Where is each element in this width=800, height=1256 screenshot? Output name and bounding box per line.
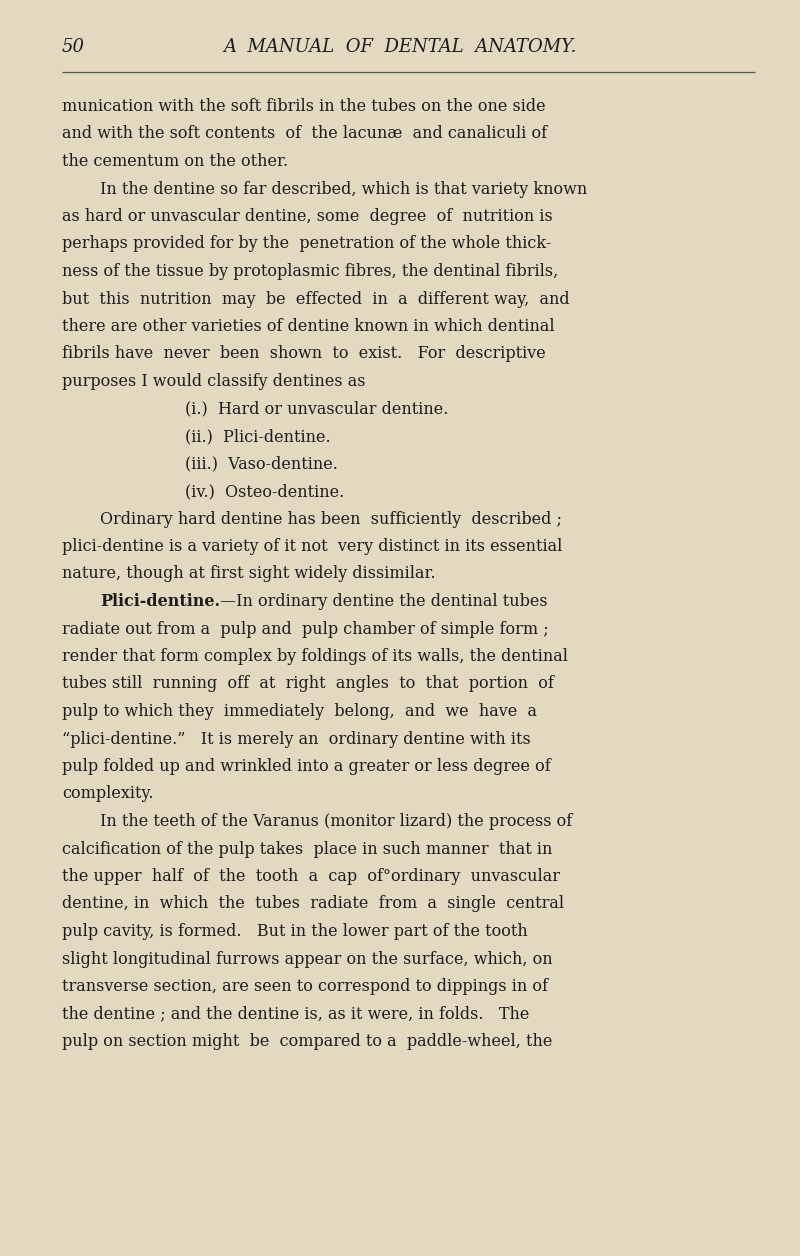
Text: but  this  nutrition  may  be  effected  in  a  different way,  and: but this nutrition may be effected in a … xyxy=(62,290,570,308)
Text: 50: 50 xyxy=(62,38,85,57)
Text: pulp cavity, is formed.   But in the lower part of the tooth: pulp cavity, is formed. But in the lower… xyxy=(62,923,528,939)
Text: A  MANUAL  OF  DENTAL  ANATOMY.: A MANUAL OF DENTAL ANATOMY. xyxy=(223,38,577,57)
Text: (iv.)  Osteo-dentine.: (iv.) Osteo-dentine. xyxy=(185,484,344,500)
Text: complexity.: complexity. xyxy=(62,785,154,803)
Text: perhaps provided for by the  penetration of the whole thick-: perhaps provided for by the penetration … xyxy=(62,236,551,252)
Text: there are other varieties of dentine known in which dentinal: there are other varieties of dentine kno… xyxy=(62,318,554,335)
Text: munication with the soft fibrils in the tubes on the one side: munication with the soft fibrils in the … xyxy=(62,98,546,116)
Text: pulp folded up and wrinkled into a greater or less degree of: pulp folded up and wrinkled into a great… xyxy=(62,759,550,775)
Text: pulp on section might  be  compared to a  paddle-wheel, the: pulp on section might be compared to a p… xyxy=(62,1032,552,1050)
Text: fibrils have  never  been  shown  to  exist.   For  descriptive: fibrils have never been shown to exist. … xyxy=(62,345,546,363)
Text: pulp to which they  immediately  belong,  and  we  have  a: pulp to which they immediately belong, a… xyxy=(62,703,537,720)
Text: (iii.)  Vaso-dentine.: (iii.) Vaso-dentine. xyxy=(185,456,338,472)
Text: plici-dentine is a variety of it not  very distinct in its essential: plici-dentine is a variety of it not ver… xyxy=(62,538,562,555)
Text: In the dentine so far described, which is that variety known: In the dentine so far described, which i… xyxy=(100,181,587,197)
Text: purposes I would classify dentines as: purposes I would classify dentines as xyxy=(62,373,366,391)
Text: slight longitudinal furrows appear on the surface, which, on: slight longitudinal furrows appear on th… xyxy=(62,951,553,967)
Text: ness of the tissue by protoplasmic fibres, the dentinal fibrils,: ness of the tissue by protoplasmic fibre… xyxy=(62,263,558,280)
Text: render that form complex by foldings of its walls, the dentinal: render that form complex by foldings of … xyxy=(62,648,568,664)
Text: In the teeth of the Varanus (monitor lizard) the process of: In the teeth of the Varanus (monitor liz… xyxy=(100,813,572,830)
Text: calcification of the pulp takes  place in such manner  that in: calcification of the pulp takes place in… xyxy=(62,840,552,858)
Text: —In ordinary dentine the dentinal tubes: —In ordinary dentine the dentinal tubes xyxy=(220,593,548,610)
Text: “plici-dentine.”   It is merely an  ordinary dentine with its: “plici-dentine.” It is merely an ordinar… xyxy=(62,731,530,747)
Text: Plici-dentine.: Plici-dentine. xyxy=(100,593,220,610)
Text: the upper  half  of  the  tooth  a  cap  of°ordinary  unvascular: the upper half of the tooth a cap of°ord… xyxy=(62,868,560,885)
Text: radiate out from a  pulp and  pulp chamber of simple form ;: radiate out from a pulp and pulp chamber… xyxy=(62,620,549,638)
Text: tubes still  running  off  at  right  angles  to  that  portion  of: tubes still running off at right angles … xyxy=(62,676,554,692)
Text: the dentine ; and the dentine is, as it were, in folds.   The: the dentine ; and the dentine is, as it … xyxy=(62,1006,530,1022)
Text: as hard or unvascular dentine, some  degree  of  nutrition is: as hard or unvascular dentine, some degr… xyxy=(62,208,553,225)
Text: (ii.)  Plici-dentine.: (ii.) Plici-dentine. xyxy=(185,428,330,445)
Text: nature, though at first sight widely dissimilar.: nature, though at first sight widely dis… xyxy=(62,565,436,583)
Text: dentine, in  which  the  tubes  radiate  from  a  single  central: dentine, in which the tubes radiate from… xyxy=(62,896,564,913)
Text: (i.)  Hard or unvascular dentine.: (i.) Hard or unvascular dentine. xyxy=(185,401,448,417)
Text: the cementum on the other.: the cementum on the other. xyxy=(62,153,288,170)
Text: and with the soft contents  of  the lacunæ  and canaliculi of: and with the soft contents of the lacunæ… xyxy=(62,126,547,142)
Text: Ordinary hard dentine has been  sufficiently  described ;: Ordinary hard dentine has been sufficien… xyxy=(100,510,562,528)
Text: transverse section, are seen to correspond to dippings in of: transverse section, are seen to correspo… xyxy=(62,978,548,995)
